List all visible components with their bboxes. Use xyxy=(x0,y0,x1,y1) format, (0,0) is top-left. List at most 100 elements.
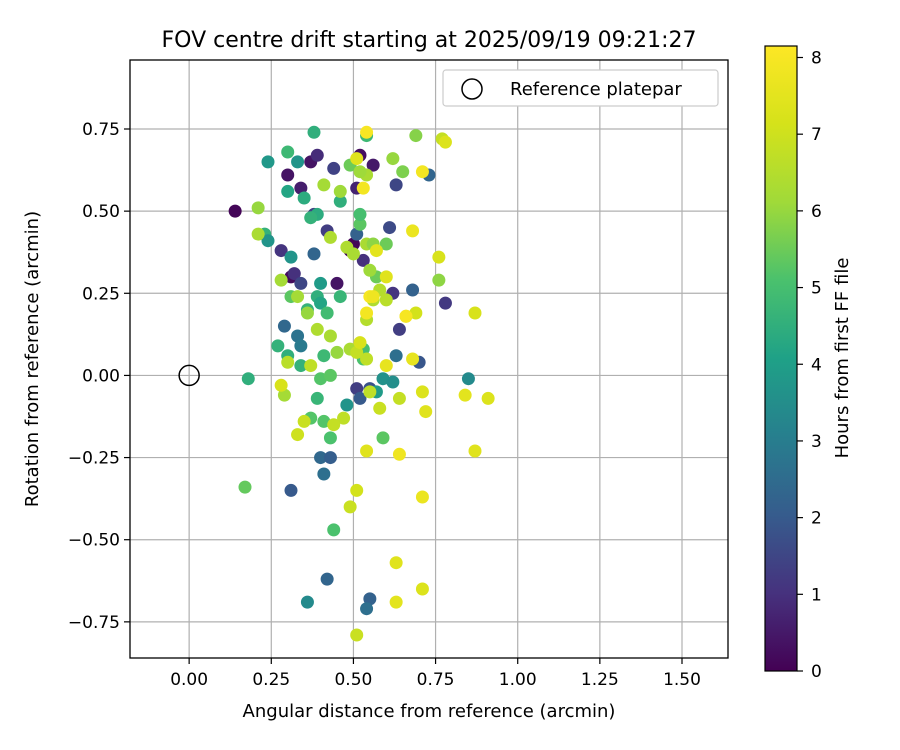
data-point xyxy=(379,293,393,307)
data-point xyxy=(294,276,308,290)
data-point xyxy=(389,556,403,570)
data-point xyxy=(277,319,291,333)
data-point xyxy=(468,444,482,458)
data-point xyxy=(333,184,347,198)
data-point xyxy=(392,391,406,405)
data-point xyxy=(323,329,337,343)
data-point xyxy=(277,388,291,402)
data-point xyxy=(399,309,413,323)
data-point xyxy=(415,385,429,399)
data-point xyxy=(323,368,337,382)
colorbar-tick-label: 5 xyxy=(811,279,822,299)
data-point xyxy=(415,582,429,596)
data-point xyxy=(274,273,288,287)
data-point xyxy=(294,181,308,195)
data-point xyxy=(294,359,308,373)
data-point xyxy=(314,451,328,465)
y-axis-label: Rotation from reference (arcmin) xyxy=(22,211,43,507)
y-axis-ticks: −0.75 −0.50 −0.25 0.00 0.25 0.50 0.75 xyxy=(68,120,130,633)
data-point xyxy=(241,372,255,386)
scatter-points xyxy=(228,125,495,642)
data-point xyxy=(323,431,337,445)
data-point xyxy=(419,405,433,419)
grid-lines xyxy=(130,60,728,658)
data-point xyxy=(330,276,344,290)
data-point xyxy=(350,345,364,359)
data-point xyxy=(363,263,377,277)
data-point xyxy=(291,155,305,169)
data-point xyxy=(350,483,364,497)
data-point xyxy=(409,129,423,143)
data-point xyxy=(304,359,318,373)
data-point xyxy=(468,306,482,320)
data-point xyxy=(274,244,288,258)
data-point xyxy=(307,125,321,139)
data-point xyxy=(281,184,295,198)
data-point xyxy=(304,211,318,225)
data-point xyxy=(406,224,420,238)
data-point xyxy=(346,247,360,261)
data-point xyxy=(373,401,387,415)
data-point xyxy=(432,273,446,287)
x-tick-label: 1.00 xyxy=(499,670,537,690)
x-tick-label: 0.25 xyxy=(252,670,290,690)
data-point xyxy=(317,178,331,192)
data-point xyxy=(350,628,364,642)
data-point xyxy=(396,165,410,179)
data-point xyxy=(383,221,397,235)
data-point xyxy=(360,306,374,320)
data-point xyxy=(228,204,242,218)
data-point xyxy=(284,483,298,497)
data-point xyxy=(307,247,321,261)
data-point xyxy=(353,391,367,405)
x-tick-label: 1.25 xyxy=(581,670,619,690)
x-axis-label: Angular distance from reference (arcmin) xyxy=(243,701,616,722)
data-point xyxy=(291,290,305,304)
colorbar-tick-label: 1 xyxy=(811,585,822,605)
data-point xyxy=(337,411,351,425)
data-point xyxy=(363,385,377,399)
data-point xyxy=(379,359,393,373)
colorbar-label: Hours from first FF file xyxy=(832,258,853,459)
x-tick-label: 0.00 xyxy=(170,670,208,690)
data-point xyxy=(261,234,275,248)
data-point xyxy=(314,296,328,310)
data-point xyxy=(379,237,393,251)
y-tick-label: 0.25 xyxy=(82,284,120,304)
data-point xyxy=(284,250,298,264)
data-point xyxy=(327,523,341,537)
data-point xyxy=(415,165,429,179)
data-point xyxy=(294,339,308,353)
data-point xyxy=(438,296,452,310)
data-point xyxy=(261,155,275,169)
data-point xyxy=(360,352,374,366)
data-point xyxy=(366,158,380,172)
data-point xyxy=(300,595,314,609)
data-point xyxy=(386,375,400,389)
legend-marker-icon xyxy=(461,78,483,100)
data-point xyxy=(350,382,364,396)
data-point xyxy=(350,227,364,241)
data-point xyxy=(251,201,265,215)
data-point xyxy=(300,306,314,320)
data-point xyxy=(333,194,347,208)
data-point xyxy=(353,207,367,221)
data-point xyxy=(386,152,400,166)
data-point xyxy=(353,165,367,179)
data-point xyxy=(320,572,334,586)
data-point xyxy=(271,339,285,353)
data-point xyxy=(350,152,364,166)
data-point xyxy=(297,414,311,428)
plot-frame xyxy=(129,59,729,659)
data-point xyxy=(327,418,341,432)
data-point xyxy=(389,178,403,192)
y-tick-label: 0.00 xyxy=(82,366,120,386)
data-point xyxy=(317,349,331,363)
data-point xyxy=(376,372,390,386)
data-point xyxy=(360,125,374,139)
data-point xyxy=(389,595,403,609)
data-point xyxy=(389,349,403,363)
data-point xyxy=(330,345,344,359)
